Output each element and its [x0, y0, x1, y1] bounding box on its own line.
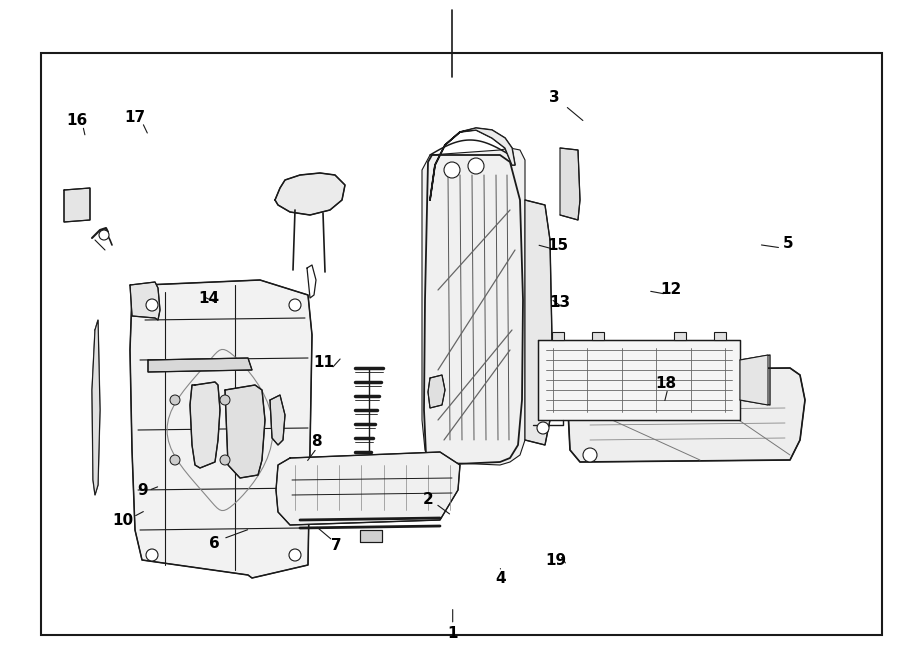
- Polygon shape: [190, 382, 220, 468]
- Text: 14: 14: [198, 292, 220, 306]
- Polygon shape: [560, 148, 580, 220]
- Text: 8: 8: [311, 434, 322, 449]
- Text: 3: 3: [549, 91, 560, 105]
- Bar: [40, 53, 882, 635]
- Circle shape: [170, 455, 180, 465]
- Text: 5: 5: [783, 236, 794, 251]
- Circle shape: [444, 162, 460, 178]
- Text: 11: 11: [313, 355, 335, 369]
- Circle shape: [289, 299, 301, 311]
- Text: 1: 1: [447, 626, 458, 641]
- Polygon shape: [64, 188, 90, 222]
- Circle shape: [220, 455, 230, 465]
- Circle shape: [220, 395, 230, 405]
- Polygon shape: [422, 148, 525, 465]
- Text: 16: 16: [67, 113, 88, 128]
- Polygon shape: [674, 332, 686, 340]
- Polygon shape: [130, 282, 160, 320]
- Polygon shape: [275, 173, 345, 215]
- Polygon shape: [360, 530, 382, 542]
- Circle shape: [289, 549, 301, 561]
- Polygon shape: [714, 332, 726, 340]
- Circle shape: [583, 448, 597, 462]
- Polygon shape: [538, 340, 740, 420]
- Polygon shape: [276, 452, 460, 525]
- Polygon shape: [740, 355, 768, 405]
- Text: 12: 12: [660, 282, 681, 297]
- Text: 19: 19: [545, 553, 567, 568]
- Polygon shape: [270, 395, 285, 445]
- Circle shape: [170, 395, 180, 405]
- Text: 18: 18: [655, 376, 677, 391]
- Text: 17: 17: [124, 110, 146, 125]
- Text: 15: 15: [547, 239, 569, 253]
- Polygon shape: [225, 385, 265, 478]
- Text: 2: 2: [423, 492, 434, 506]
- Polygon shape: [92, 320, 100, 495]
- Polygon shape: [428, 375, 445, 408]
- Circle shape: [99, 230, 109, 240]
- Polygon shape: [430, 128, 515, 200]
- Circle shape: [146, 549, 158, 561]
- Polygon shape: [130, 280, 312, 578]
- Polygon shape: [592, 332, 604, 340]
- Polygon shape: [552, 332, 564, 340]
- Circle shape: [537, 422, 549, 434]
- Circle shape: [146, 299, 158, 311]
- Text: 10: 10: [112, 514, 134, 528]
- Polygon shape: [525, 200, 552, 445]
- Text: 4: 4: [495, 571, 506, 586]
- Text: 9: 9: [137, 483, 148, 498]
- Circle shape: [468, 158, 484, 174]
- Text: 13: 13: [549, 295, 571, 310]
- Polygon shape: [568, 368, 805, 462]
- Text: 6: 6: [209, 536, 220, 551]
- Text: 7: 7: [331, 539, 342, 553]
- Polygon shape: [148, 358, 252, 372]
